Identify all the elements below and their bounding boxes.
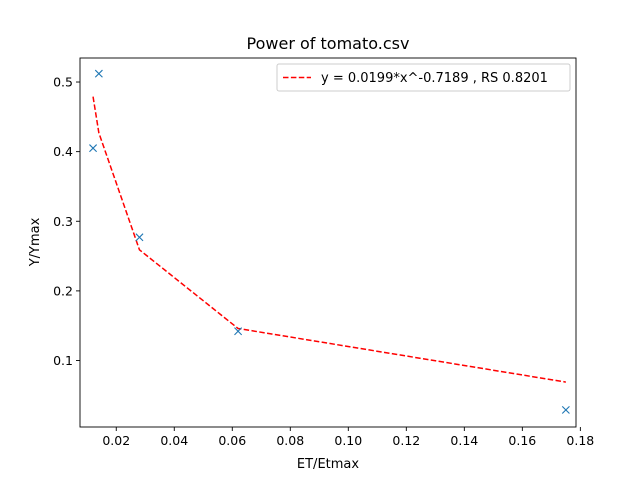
x-tick-label: 0.04 <box>160 433 188 448</box>
y-tick-label: 0.1 <box>53 353 73 368</box>
y-tick-label: 0.5 <box>53 75 73 90</box>
data-point-stroke <box>94 69 103 78</box>
x-tick-label: 0.14 <box>450 433 478 448</box>
x-tick-label: 0.12 <box>392 433 420 448</box>
x-tick-label: 0.10 <box>334 433 362 448</box>
data-point-3 <box>135 233 144 242</box>
fit-curve <box>92 96 566 383</box>
data-point-stroke <box>89 144 98 153</box>
y-axis-label: Y/Ymax <box>28 217 43 267</box>
data-point-stroke <box>234 327 243 336</box>
plot-data-layer <box>89 69 570 414</box>
data-point-4 <box>234 327 243 336</box>
legend-entry-fit: y = 0.0199*x^-0.7189 , RS 0.8201 <box>321 71 548 86</box>
legend-box <box>276 63 571 92</box>
data-point-stroke <box>135 233 144 242</box>
x-axis-label: ET/Etmax <box>297 457 359 472</box>
data-point-5 <box>561 405 570 414</box>
data-point-stroke <box>561 405 570 414</box>
y-tick-label: 0.3 <box>53 214 73 229</box>
y-tick-label: 0.2 <box>53 283 73 298</box>
axes-layer: 0.02 0.04 0.06 0.08 0.10 0.12 0.14 0.16 0.18 0.1 0… <box>53 57 594 448</box>
chart-title: Power of tomato.csv <box>247 34 410 53</box>
x-tick-label: 0.16 <box>508 433 536 448</box>
data-point-2 <box>94 69 103 78</box>
x-tick-label: 0.06 <box>218 433 246 448</box>
x-tick-label: 0.18 <box>566 433 594 448</box>
x-tick-label: 0.02 <box>102 433 130 448</box>
axes-frame <box>79 57 577 428</box>
data-point-1 <box>89 144 98 153</box>
y-tick-label: 0.4 <box>53 144 73 159</box>
legend: y = 0.0199*x^-0.7189 , RS 0.8201 <box>276 63 571 92</box>
x-tick-label: 0.08 <box>276 433 304 448</box>
